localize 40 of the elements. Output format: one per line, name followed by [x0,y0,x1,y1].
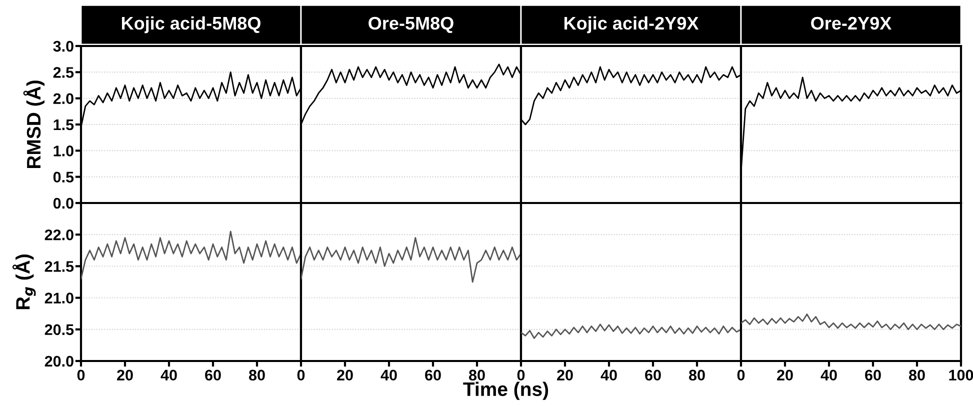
y-tick-label: 2.0 [53,93,74,104]
x-tick-label: 100 [949,370,973,381]
y-tick-label: 21.5 [44,261,74,272]
chart-title: Kojic acid-2Y9X [564,16,699,34]
y-tick-label: 22.0 [44,229,74,240]
x-axis-title: Time (ns) [463,382,548,400]
y-tick-label: 20.0 [44,356,74,367]
y-tick-label: 3.0 [53,40,74,52]
x-tick-label: 60 [205,370,221,381]
y-tick-label: 20.5 [44,324,74,336]
x-tick-label: 40 [160,370,177,381]
x-tick-label: 40 [820,370,837,381]
y-tick-label: 2.5 [53,67,74,78]
x-tick-label: 20 [117,370,133,381]
chart-title: Kojic acid-5M8Q [122,16,260,34]
x-tick-label: 0 [297,370,305,381]
x-tick-label: 0 [517,370,525,381]
y-tick-label: 21.0 [44,292,74,304]
x-tick-label: 80 [248,370,265,381]
y-tick-label: 1.0 [54,146,74,156]
x-tick-label: 40 [600,370,617,381]
x-tick-label: 80 [688,370,705,381]
x-tick-label: 0 [737,370,745,381]
y-axis-title: R$_{g}$ (Å) [12,254,36,310]
y-axis-title: RMSD (Å) [23,80,44,168]
x-tick-label: 20 [337,370,353,381]
x-tick-label: 80 [908,370,925,381]
x-tick-label: 20 [557,370,573,381]
x-tick-label: 0 [77,370,85,381]
y-tick-label: 1.5 [54,120,74,130]
y-tick-label: 0.0 [53,198,74,209]
x-tick-label: 60 [425,370,441,381]
x-tick-label: 40 [380,370,397,381]
chart-title: Ore-2Y9X [811,16,892,30]
x-tick-label: 60 [865,370,881,381]
y-tick-label: 0.5 [53,172,74,183]
x-tick-label: 60 [645,370,661,381]
x-tick-label: 20 [777,370,793,381]
chart-title: Ore-5M8Q [368,16,454,34]
x-tick-label: 80 [468,370,485,381]
